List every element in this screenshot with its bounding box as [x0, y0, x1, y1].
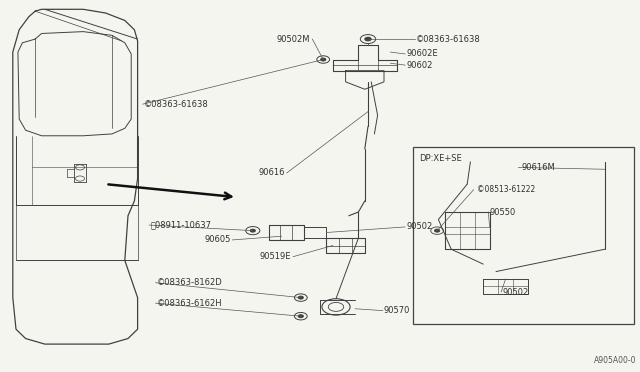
Text: ©08363-61638: ©08363-61638	[144, 100, 209, 109]
Circle shape	[435, 229, 440, 232]
Text: 90605: 90605	[204, 235, 230, 244]
Text: 90550: 90550	[490, 208, 516, 217]
Text: ©08513-61222: ©08513-61222	[477, 185, 535, 194]
Text: 90502M: 90502M	[277, 35, 310, 44]
Circle shape	[298, 296, 303, 299]
Text: 90602E: 90602E	[406, 49, 438, 58]
Text: 90502: 90502	[406, 222, 433, 231]
Circle shape	[298, 315, 303, 318]
Text: ©08363-61638: ©08363-61638	[416, 35, 481, 44]
Text: 90519E: 90519E	[260, 252, 291, 261]
Text: 90570: 90570	[384, 306, 410, 315]
Bar	[413, 147, 634, 324]
Text: 90616: 90616	[259, 169, 285, 177]
Circle shape	[321, 58, 326, 61]
Text: 90502: 90502	[502, 288, 529, 296]
Text: 90602: 90602	[406, 61, 433, 70]
Text: Ⓝ08911-10637: Ⓝ08911-10637	[150, 221, 211, 230]
Text: A905A00-0: A905A00-0	[595, 356, 637, 365]
Circle shape	[250, 229, 255, 232]
Circle shape	[365, 37, 371, 41]
Text: ©08363-6162H: ©08363-6162H	[157, 299, 223, 308]
Text: 90616M: 90616M	[522, 163, 556, 172]
Text: ©08363-8162D: ©08363-8162D	[157, 278, 223, 287]
Text: DP:XE+SE: DP:XE+SE	[419, 154, 462, 163]
